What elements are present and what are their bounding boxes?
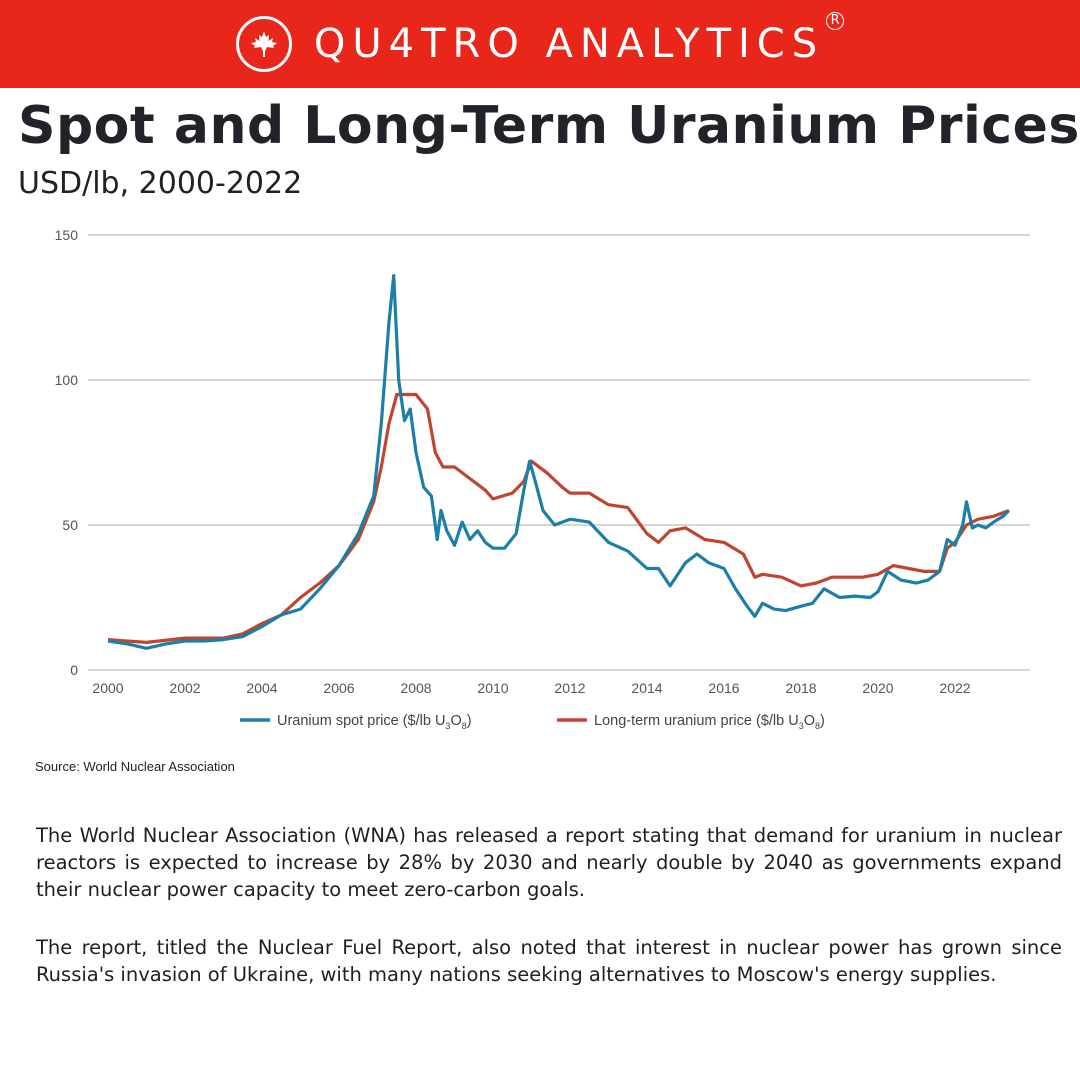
y-tick-label: 0	[70, 662, 78, 678]
x-tick-label: 2012	[554, 680, 585, 696]
spot-price-line	[107, 274, 1011, 650]
x-tick-label: 2014	[631, 680, 662, 696]
x-tick-label: 2010	[477, 680, 508, 696]
y-tick-label: 150	[55, 227, 79, 243]
page-title: Spot and Long-Term Uranium Prices	[18, 96, 1080, 156]
chart-tick-labels: 0 50 100 150 2000 2002 2004 2006 2008 2010 2012 201…	[55, 227, 971, 696]
legend-label: Uranium spot price ($/lb U3O8)	[277, 713, 472, 731]
chart-legend: Uranium spot price ($/lb U3O8) Long-term …	[240, 713, 825, 731]
chart-gridlines	[88, 234, 1030, 671]
y-tick-label: 50	[62, 517, 78, 533]
y-tick-label: 100	[55, 372, 79, 388]
x-tick-label: 2004	[246, 680, 277, 696]
chart-series	[107, 274, 1011, 650]
long-term-price-line	[107, 392, 1010, 644]
x-tick-label: 2022	[939, 680, 970, 696]
x-tick-label: 2000	[92, 680, 123, 696]
uranium-price-chart: 0 50 100 150 2000 2002 2004 2006 2008 2010 2012 201…	[55, 227, 1030, 731]
brand-header: QU4TRO ANALYTICS R	[0, 0, 1080, 88]
chart-source: Source: World Nuclear Association	[35, 759, 235, 774]
legend-label: Long-term uranium price ($/lb U3O8)	[594, 713, 825, 731]
legend-spot-price: Uranium spot price ($/lb U3O8)	[240, 713, 472, 731]
body-paragraph-2: The report, titled the Nuclear Fuel Repo…	[36, 936, 1062, 986]
registered-mark: R	[826, 12, 845, 30]
x-tick-label: 2020	[862, 680, 893, 696]
page-subtitle: USD/lb, 2000-2022	[18, 166, 303, 201]
brand-name: QU4TRO ANALYTICS	[313, 21, 825, 67]
legend-long-term-price: Long-term uranium price ($/lb U3O8)	[557, 713, 825, 731]
x-tick-label: 2006	[323, 680, 354, 696]
x-tick-label: 2016	[708, 680, 739, 696]
x-tick-label: 2002	[169, 680, 200, 696]
x-tick-label: 2018	[785, 680, 816, 696]
x-tick-label: 2008	[400, 680, 431, 696]
body-paragraph-1: The World Nuclear Association (WNA) has …	[36, 824, 1062, 901]
maple-leaf-icon	[235, 16, 292, 72]
